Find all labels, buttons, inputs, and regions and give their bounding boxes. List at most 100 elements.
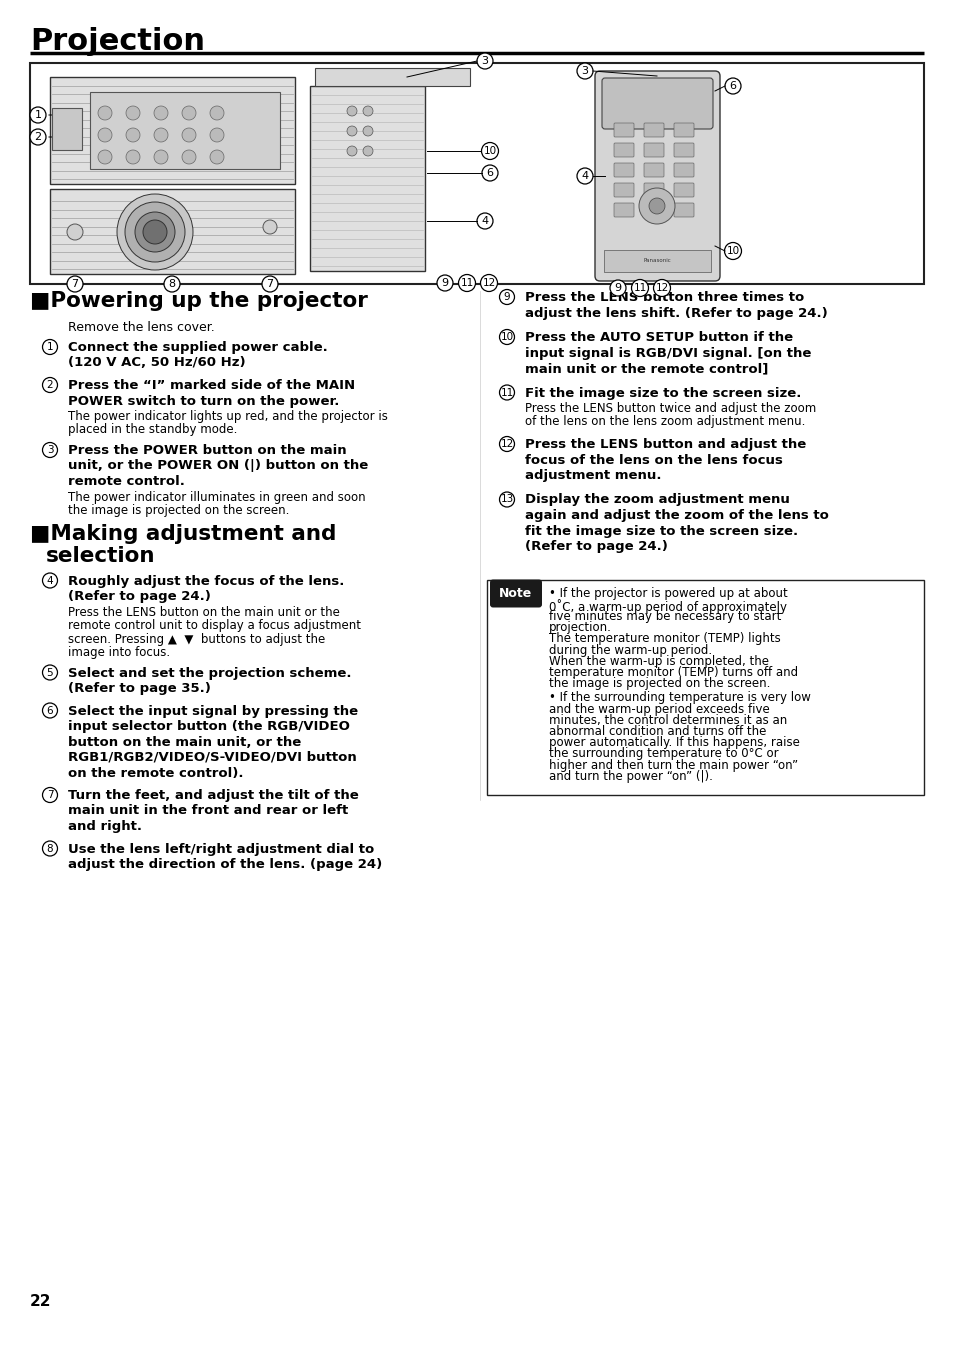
FancyBboxPatch shape [673,143,693,156]
Text: • If the surrounding temperature is very low: • If the surrounding temperature is very… [548,691,810,704]
Text: • If the projector is powered up at about: • If the projector is powered up at abou… [548,588,787,600]
Circle shape [476,213,493,229]
Text: 10: 10 [483,146,497,156]
Text: 4: 4 [47,576,53,585]
Text: 12: 12 [655,283,668,293]
Circle shape [363,107,373,116]
Circle shape [43,573,57,588]
Text: 9: 9 [441,278,448,287]
Text: Press the LENS button and adjust the: Press the LENS button and adjust the [524,438,805,451]
Circle shape [43,703,57,718]
Text: five minutes may be necessary to start: five minutes may be necessary to start [548,610,781,623]
Text: temperature monitor (TEMP) turns off and: temperature monitor (TEMP) turns off and [548,666,798,679]
Text: 8: 8 [169,279,175,289]
Text: Display the zoom adjustment menu: Display the zoom adjustment menu [524,494,789,506]
Circle shape [126,107,140,120]
Circle shape [499,492,514,507]
FancyBboxPatch shape [643,143,663,156]
Text: 11: 11 [460,278,473,287]
FancyBboxPatch shape [614,123,634,138]
Circle shape [347,107,356,116]
FancyBboxPatch shape [643,183,663,197]
Text: Note: Note [498,587,532,600]
Text: Projection: Projection [30,27,205,57]
FancyBboxPatch shape [673,183,693,197]
Text: and right.: and right. [68,820,142,832]
Circle shape [499,437,514,452]
Text: 3: 3 [481,57,488,66]
Text: (Refer to page 24.): (Refer to page 24.) [68,590,211,603]
Text: higher and then turn the main power “on”: higher and then turn the main power “on” [548,758,798,772]
Text: 1: 1 [47,343,53,352]
FancyBboxPatch shape [643,202,663,217]
Text: Press the LENS button twice and adjust the zoom: Press the LENS button twice and adjust t… [524,402,816,415]
FancyBboxPatch shape [486,580,923,795]
FancyBboxPatch shape [614,143,634,156]
FancyBboxPatch shape [314,67,470,86]
Text: Select the input signal by pressing the: Select the input signal by pressing the [68,704,357,718]
Circle shape [363,125,373,136]
Text: 7: 7 [266,279,274,289]
Circle shape [480,274,497,291]
Circle shape [210,128,224,142]
Text: adjustment menu.: adjustment menu. [524,469,660,482]
Text: 9: 9 [614,283,621,293]
Circle shape [481,143,498,159]
Circle shape [98,150,112,165]
Circle shape [43,788,57,803]
Circle shape [262,277,277,291]
Text: projection.: projection. [548,621,611,634]
Circle shape [631,279,648,297]
Text: on the remote control).: on the remote control). [68,766,243,780]
Text: POWER switch to turn on the power.: POWER switch to turn on the power. [68,394,339,407]
Text: 11: 11 [633,283,646,293]
Text: Connect the supplied power cable.: Connect the supplied power cable. [68,341,328,353]
Text: remote control unit to display a focus adjustment: remote control unit to display a focus a… [68,619,360,631]
Text: (120 V AC, 50 Hz/60 Hz): (120 V AC, 50 Hz/60 Hz) [68,356,245,370]
Circle shape [125,202,185,262]
Circle shape [210,107,224,120]
Text: ■Making adjustment and: ■Making adjustment and [30,525,336,545]
FancyBboxPatch shape [673,163,693,177]
Text: and the warm-up period exceeds five: and the warm-up period exceeds five [548,703,769,715]
Text: 12: 12 [482,278,496,287]
Circle shape [117,194,193,270]
Text: Press the “I” marked side of the MAIN: Press the “I” marked side of the MAIN [68,379,355,393]
Circle shape [153,150,168,165]
Circle shape [43,442,57,457]
Circle shape [476,53,493,69]
Text: minutes, the control determines it as an: minutes, the control determines it as an [548,714,786,727]
Text: 7: 7 [47,791,53,800]
Text: Fit the image size to the screen size.: Fit the image size to the screen size. [524,387,801,399]
Text: focus of the lens on the lens focus: focus of the lens on the lens focus [524,453,782,467]
Text: main unit or the remote control]: main unit or the remote control] [524,362,767,375]
FancyBboxPatch shape [50,77,294,183]
Circle shape [182,107,195,120]
FancyBboxPatch shape [601,78,712,130]
Text: power automatically. If this happens, raise: power automatically. If this happens, ra… [548,737,799,749]
FancyBboxPatch shape [490,580,541,607]
Text: 2: 2 [34,132,42,142]
FancyBboxPatch shape [310,86,424,271]
Circle shape [126,128,140,142]
Text: input selector button (the RGB/VIDEO: input selector button (the RGB/VIDEO [68,720,350,733]
Text: 10: 10 [500,332,513,343]
Text: RGB1/RGB2/VIDEO/S-VIDEO/DVI button: RGB1/RGB2/VIDEO/S-VIDEO/DVI button [68,751,356,764]
Circle shape [436,275,453,291]
Text: Roughly adjust the focus of the lens.: Roughly adjust the focus of the lens. [68,575,344,588]
Text: of the lens on the lens zoom adjustment menu.: of the lens on the lens zoom adjustment … [524,415,804,429]
Circle shape [126,150,140,165]
Circle shape [182,150,195,165]
FancyBboxPatch shape [643,123,663,138]
Text: image into focus.: image into focus. [68,646,170,660]
Circle shape [210,150,224,165]
Text: 3: 3 [581,66,588,76]
Text: unit, or the POWER ON (|) button on the: unit, or the POWER ON (|) button on the [68,460,368,472]
Text: Press the AUTO SETUP button if the: Press the AUTO SETUP button if the [524,331,792,344]
Text: Press the LENS button three times to: Press the LENS button three times to [524,291,803,304]
Text: 3: 3 [47,445,53,455]
FancyBboxPatch shape [673,123,693,138]
Circle shape [458,274,475,291]
Text: 12: 12 [500,438,513,449]
Text: button on the main unit, or the: button on the main unit, or the [68,735,301,749]
